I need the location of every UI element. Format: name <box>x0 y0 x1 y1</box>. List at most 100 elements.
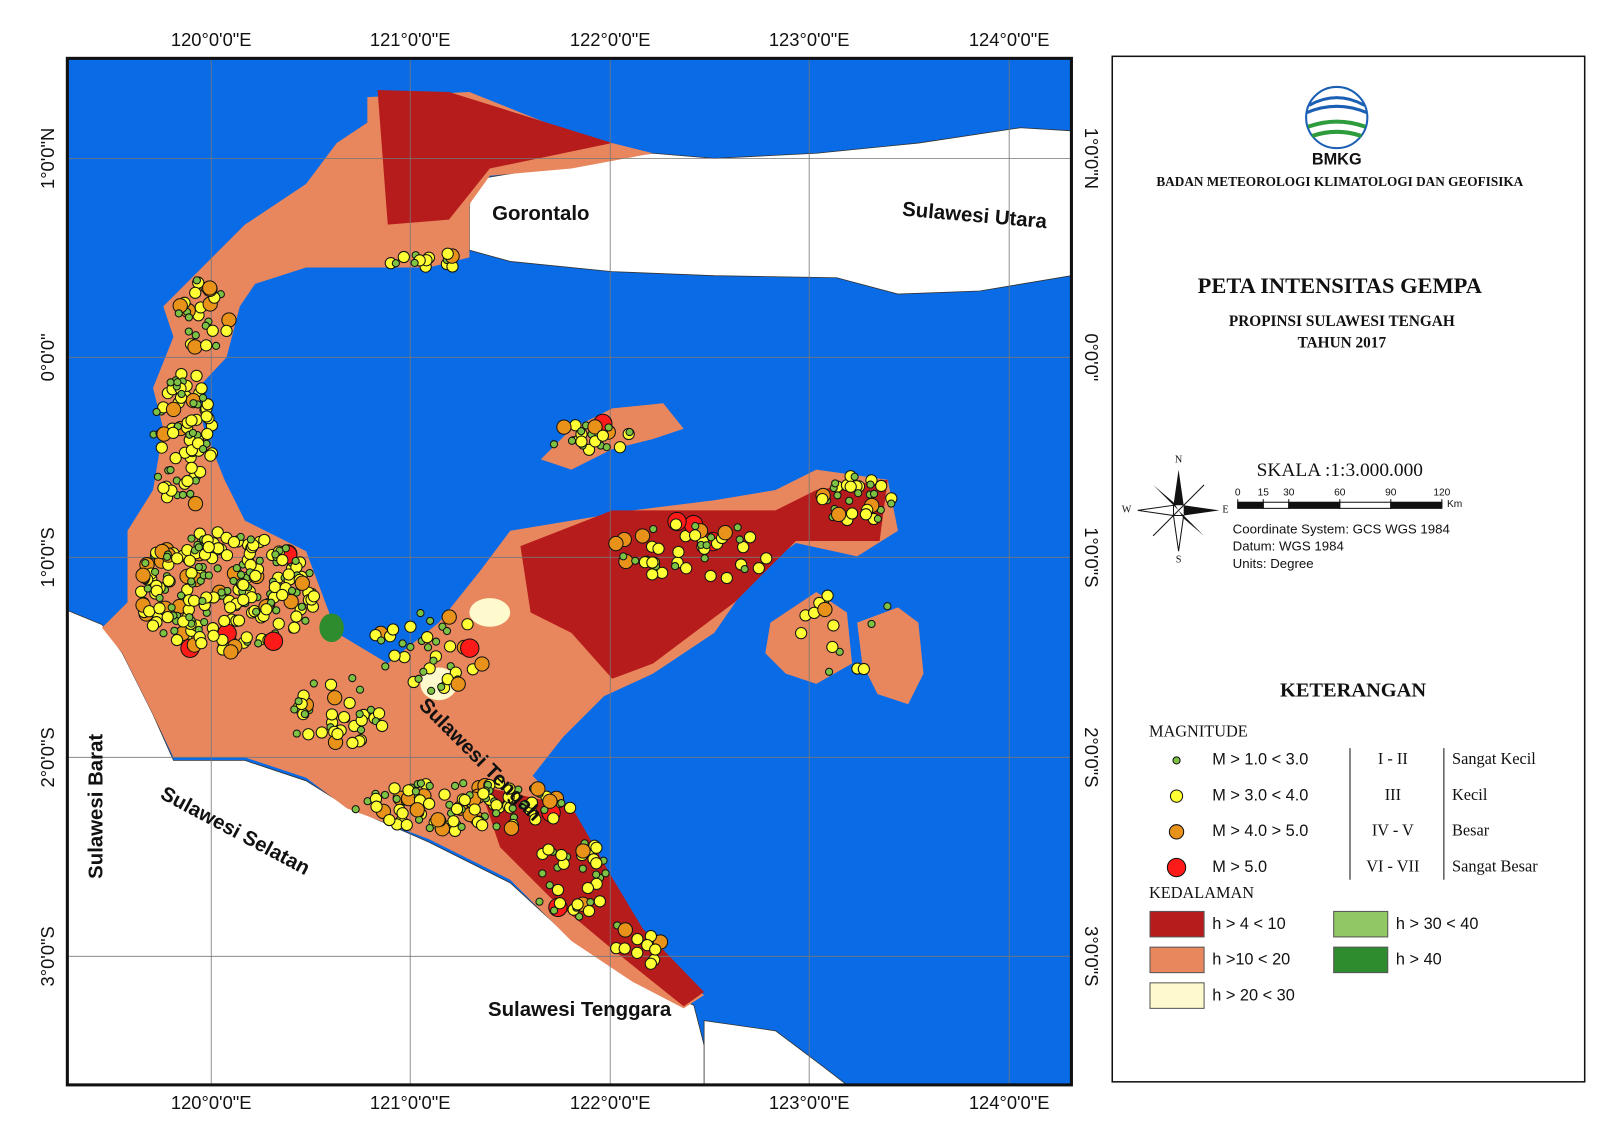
depth-zone-southeast <box>479 785 705 1007</box>
earthquake-point <box>227 535 241 549</box>
earthquake-point <box>409 802 425 818</box>
legend-description: Besar <box>1452 821 1490 840</box>
earthquake-point <box>740 565 749 574</box>
earthquake-point <box>567 436 577 445</box>
legend-label: M > 5.0 <box>1212 858 1267 876</box>
earthquake-point <box>185 461 198 474</box>
earthquake-point <box>542 793 558 809</box>
earthquake-point <box>200 618 209 627</box>
earthquake-point <box>441 247 454 260</box>
legend-symbol <box>1172 756 1181 765</box>
earthquake-point <box>825 667 834 676</box>
earthquake-point <box>619 552 628 561</box>
earthquake-point <box>831 479 840 488</box>
earthquake-point <box>218 614 231 628</box>
earthquake-point <box>143 605 156 618</box>
earthquake-point <box>429 656 438 665</box>
earthquake-point <box>760 552 773 565</box>
earthquake-point <box>187 496 204 512</box>
earthquake-point <box>348 674 357 683</box>
depth-zone-east <box>520 479 888 679</box>
earthquake-point <box>327 690 343 706</box>
legend-swatch <box>1149 982 1205 1009</box>
earthquake-point <box>529 813 542 826</box>
depth-zone-deep <box>319 613 344 643</box>
earthquake-point <box>260 603 273 616</box>
earthquake-point <box>577 427 586 436</box>
earthquake-point <box>752 562 765 575</box>
earthquake-point <box>503 820 520 836</box>
bmkg-logo <box>1305 85 1369 150</box>
scale-segment <box>1237 501 1264 509</box>
earthquake-point <box>146 619 160 632</box>
earthquake-point <box>236 570 246 579</box>
legend-description: Kecil <box>1452 785 1488 804</box>
earthquake-point <box>252 607 261 616</box>
title: PETA INTENSITAS GEMPA <box>1198 273 1483 298</box>
legend-swatch <box>1149 910 1205 938</box>
earthquake-point <box>827 619 840 632</box>
earthquake-point <box>174 309 183 318</box>
legend-heading: KETERANGAN <box>1280 680 1426 702</box>
legend-label: h > 20 < 30 <box>1212 986 1295 1004</box>
earthquake-point <box>195 382 208 395</box>
earthquake-point <box>553 897 567 910</box>
earthquake-point <box>185 613 194 622</box>
earthquake-point <box>288 621 301 634</box>
scale-tick-label: 30 <box>1283 488 1295 499</box>
earthquake-point <box>575 843 591 859</box>
legend-swatch <box>1149 946 1205 974</box>
earthquake-point <box>831 506 847 523</box>
earthquake-point <box>195 637 208 650</box>
legend-label: M > 4.0 > 5.0 <box>1212 822 1308 840</box>
longitude-label: 123°0'0"E <box>769 29 850 50</box>
year: TAHUN 2017 <box>1298 335 1387 352</box>
compass-rose <box>1137 469 1220 552</box>
earthquake-point <box>669 518 683 531</box>
earthquake-point <box>396 807 409 820</box>
earthquake-point <box>691 522 700 531</box>
earthquake-point <box>377 636 386 645</box>
latitude-label: 1°0'0"N <box>37 128 58 189</box>
earthquake-point <box>845 496 854 505</box>
earthquake-point <box>416 779 426 788</box>
earthquake-point <box>735 535 744 544</box>
earthquake-point <box>220 549 234 562</box>
earthquake-point <box>578 864 587 873</box>
longitude-label: 120°0'0"E <box>171 29 252 50</box>
earthquake-point <box>652 542 665 555</box>
earthquake-point <box>557 799 566 808</box>
land-tengah <box>102 92 898 1009</box>
earthquake-point <box>157 481 170 495</box>
longitude-label: 122°0'0"E <box>570 1092 651 1113</box>
earthquake-point <box>315 726 328 739</box>
earthquake-point <box>300 709 309 719</box>
earthquake-point <box>392 794 401 804</box>
earthquake-point <box>646 556 659 569</box>
scale-tick-label: 15 <box>1258 488 1270 499</box>
earthquake-point <box>221 312 237 328</box>
scale-unit: Km <box>1447 499 1462 510</box>
earthquake-point <box>873 514 882 523</box>
earthquake-point <box>631 946 644 959</box>
earthquake-point <box>272 606 281 615</box>
earthquake-point <box>631 556 640 565</box>
earthquake-point <box>194 543 203 552</box>
earthquake-point <box>883 602 892 611</box>
earthquake-point <box>582 904 596 918</box>
earthquake-point <box>575 435 588 448</box>
earthquake-point <box>646 568 659 581</box>
earthquake-point <box>649 943 662 956</box>
earthquake-point <box>821 589 834 602</box>
earthquake-point <box>743 531 757 544</box>
earthquake-point <box>604 423 613 432</box>
earthquake-point <box>644 957 657 970</box>
earthquake-point <box>237 593 250 607</box>
earthquake-point <box>223 644 239 660</box>
earthquake-point <box>211 341 221 350</box>
earthquake-point <box>432 637 441 646</box>
earthquake-point <box>381 662 390 671</box>
coordinate-info: Units: Degree <box>1233 556 1314 571</box>
earthquake-point <box>850 472 859 481</box>
